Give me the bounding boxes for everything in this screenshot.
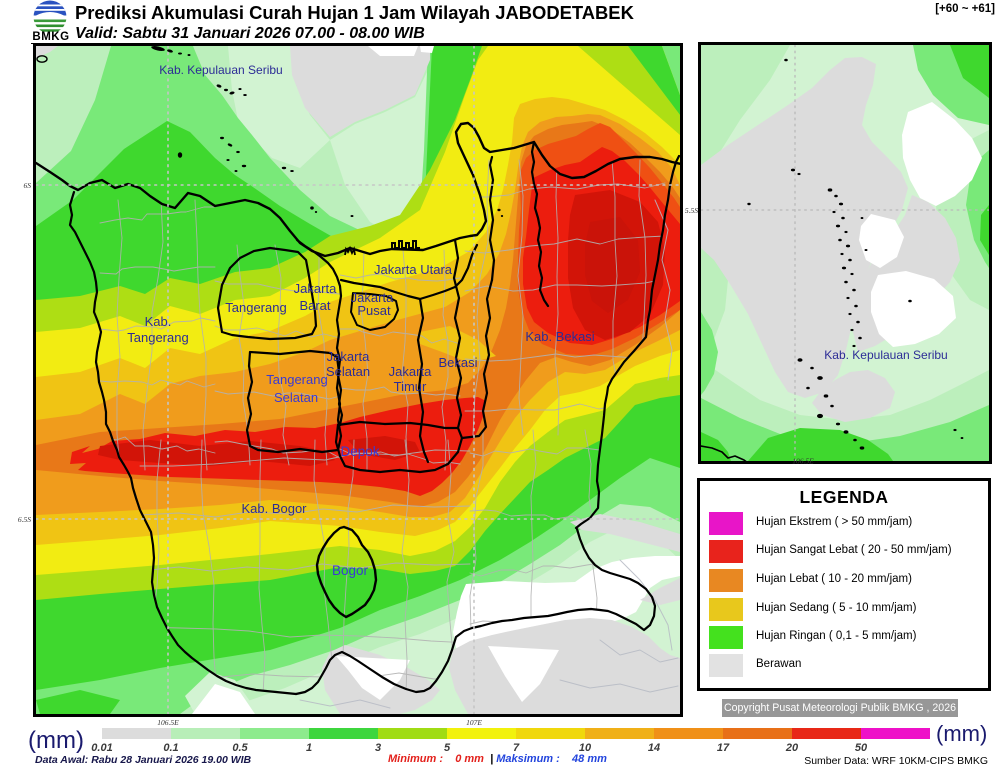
svg-text:Pusat: Pusat	[357, 303, 391, 318]
svg-text:6.5S: 6.5S	[18, 515, 31, 524]
svg-text:0.1: 0.1	[163, 742, 178, 754]
svg-text:Jakarta Utara: Jakarta Utara	[374, 262, 453, 277]
svg-text:7: 7	[513, 742, 520, 754]
svg-text:Jakarta: Jakarta	[389, 364, 432, 379]
svg-text:Depok: Depok	[340, 444, 379, 459]
svg-text:106.5E: 106.5E	[157, 718, 179, 727]
svg-text:106.5E: 106.5E	[792, 457, 814, 466]
svg-text:Jakarta: Jakarta	[327, 349, 370, 364]
svg-text:10: 10	[579, 742, 592, 754]
svg-text:Jakarta: Jakarta	[351, 290, 394, 305]
svg-text:17: 17	[717, 742, 730, 754]
svg-text:Kab. Bekasi: Kab. Bekasi	[525, 329, 594, 344]
svg-text:5.5S: 5.5S	[685, 206, 698, 215]
svg-text:3: 3	[375, 742, 381, 754]
svg-text:0.01: 0.01	[91, 742, 112, 754]
svg-text:Tangerang: Tangerang	[127, 330, 188, 345]
svg-text:Bogor: Bogor	[332, 563, 369, 578]
svg-text:Kab. Kepulauan Seribu: Kab. Kepulauan Seribu	[159, 63, 282, 77]
svg-text:20: 20	[785, 742, 799, 754]
svg-text:Kab. Kepulauan Seribu: Kab. Kepulauan Seribu	[824, 348, 947, 362]
svg-text:Kab. Bogor: Kab. Bogor	[241, 501, 307, 516]
svg-text:Tangerang: Tangerang	[266, 372, 327, 387]
svg-text:Jakarta: Jakarta	[294, 281, 337, 296]
svg-text:107E: 107E	[466, 718, 482, 727]
svg-text:1: 1	[306, 742, 312, 754]
svg-text:Kab.: Kab.	[145, 314, 172, 329]
svg-text:0.5: 0.5	[232, 742, 248, 754]
svg-text:6S: 6S	[24, 181, 32, 190]
svg-text:14: 14	[648, 742, 660, 754]
svg-text:Barat: Barat	[299, 298, 330, 313]
svg-text:50: 50	[855, 742, 868, 754]
svg-text:Tangerang: Tangerang	[225, 300, 286, 315]
svg-text:Selatan: Selatan	[274, 390, 318, 405]
svg-text:5: 5	[444, 742, 451, 754]
svg-text:Bekasi: Bekasi	[438, 355, 477, 370]
svg-text:Selatan: Selatan	[326, 364, 370, 379]
svg-text:Timur: Timur	[394, 379, 427, 394]
